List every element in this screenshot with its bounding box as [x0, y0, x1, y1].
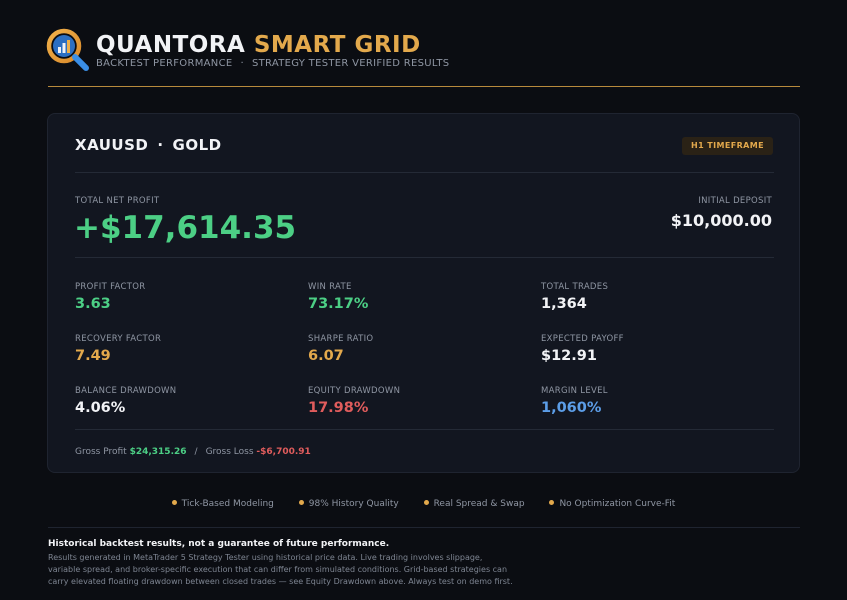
gross-separator: /	[194, 447, 198, 457]
metric-label: PROFIT FACTOR	[75, 282, 146, 292]
subtitle-separator: ·	[240, 58, 244, 69]
metric-label: SHARPE RATIO	[308, 334, 374, 344]
header-divider	[48, 86, 800, 87]
card-divider	[75, 429, 774, 430]
metric-value: 7.49	[75, 348, 111, 364]
metric-margin-level: MARGIN LEVEL 1,060%	[541, 386, 761, 416]
feature-list: Tick-Based Modeling 98% History Quality …	[0, 499, 847, 509]
net-profit-label: TOTAL NET PROFIT	[75, 196, 160, 206]
brand-title: QUANTORA SMART GRID	[96, 32, 421, 58]
metric-win-rate: WIN RATE 73.17%	[308, 282, 528, 312]
brand-name-primary: QUANTORA	[96, 32, 246, 58]
symbol-separator: ·	[157, 136, 164, 154]
feature-item: 98% History Quality	[298, 499, 399, 509]
metric-value: 1,060%	[541, 400, 602, 416]
deposit-label: INITIAL DEPOSIT	[698, 196, 772, 206]
bullet-dot-icon	[298, 500, 304, 505]
metric-balance-drawdown: BALANCE DRAWDOWN 4.06%	[75, 386, 295, 416]
bullet-dot-icon	[549, 500, 555, 505]
gross-profit-value: $24,315.26	[129, 447, 187, 457]
subtitle-right: STRATEGY TESTER VERIFIED RESULTS	[251, 58, 450, 69]
metric-label: MARGIN LEVEL	[541, 386, 608, 396]
metric-value: 17.98%	[308, 400, 369, 416]
feature-label: 98% History Quality	[308, 499, 399, 509]
gross-summary: Gross Profit $24,315.26 / Gross Loss -$6,7…	[75, 447, 311, 457]
metric-value: 1,364	[541, 296, 587, 312]
symbol-title: XAUUSD · GOLD	[75, 136, 222, 154]
card-divider	[75, 172, 774, 173]
metric-expected-payoff: EXPECTED PAYOFF $12.91	[541, 334, 761, 364]
metric-label: BALANCE DRAWDOWN	[75, 386, 177, 396]
disclaimer-line: carry elevated floating drawdown between…	[48, 577, 513, 586]
symbol-asset: GOLD	[172, 136, 222, 154]
deposit-value: $10,000.00	[670, 211, 772, 230]
metric-value: 3.63	[75, 296, 111, 312]
metric-profit-factor: PROFIT FACTOR 3.63	[75, 282, 295, 312]
metric-recovery-factor: RECOVERY FACTOR 7.49	[75, 334, 295, 364]
disclaimer-line: Results generated in MetaTrader 5 Strate…	[48, 553, 483, 562]
bullet-dot-icon	[171, 500, 177, 505]
net-profit-value: +$17,614.35	[74, 210, 297, 246]
feature-label: Tick-Based Modeling	[181, 499, 274, 509]
metric-sharpe-ratio: SHARPE RATIO 6.07	[308, 334, 528, 364]
metric-value: $12.91	[541, 348, 597, 364]
magnifier-chart-icon	[46, 28, 89, 71]
metric-label: TOTAL TRADES	[541, 282, 609, 292]
subtitle-left: BACKTEST PERFORMANCE	[96, 58, 233, 69]
disclaimer-line: variable spread, and broker-specific exe…	[48, 565, 508, 574]
metric-label: WIN RATE	[308, 282, 352, 292]
bullet-dot-icon	[423, 500, 429, 505]
metric-value: 4.06%	[75, 400, 126, 416]
footer-divider	[48, 527, 800, 528]
feature-label: No Optimization Curve-Fit	[559, 499, 676, 509]
timeframe-badge: H1 TIMEFRAME	[682, 137, 773, 155]
metric-value: 73.17%	[308, 296, 369, 312]
metric-label: RECOVERY FACTOR	[75, 334, 162, 344]
disclaimer-title: Historical backtest results, not a guara…	[48, 539, 390, 549]
metric-equity-drawdown: EQUITY DRAWDOWN 17.98%	[308, 386, 528, 416]
metric-label: EXPECTED PAYOFF	[541, 334, 624, 344]
brand-name-accent: SMART GRID	[253, 32, 421, 58]
feature-item: Tick-Based Modeling	[171, 499, 274, 509]
gross-loss-value: -$6,700.91	[256, 447, 311, 457]
card-divider	[75, 257, 774, 258]
symbol-code: XAUUSD	[75, 136, 149, 154]
feature-label: Real Spread & Swap	[433, 499, 525, 509]
metric-total-trades: TOTAL TRADES 1,364	[541, 282, 761, 312]
feature-item: No Optimization Curve-Fit	[549, 499, 675, 509]
gross-loss-label: Gross Loss	[205, 447, 254, 457]
header: QUANTORA SMART GRID BACKTEST PERFORMANCE…	[46, 28, 800, 88]
metric-value: 6.07	[308, 348, 344, 364]
feature-item: Real Spread & Swap	[423, 499, 525, 509]
metric-label: EQUITY DRAWDOWN	[308, 386, 401, 396]
results-card: XAUUSD · GOLD H1 TIMEFRAME TOTAL NET PROFI…	[47, 113, 800, 473]
gross-profit-label: Gross Profit	[75, 447, 127, 457]
brand-subtitle: BACKTEST PERFORMANCE · STRATEGY TESTER VER…	[96, 58, 449, 69]
